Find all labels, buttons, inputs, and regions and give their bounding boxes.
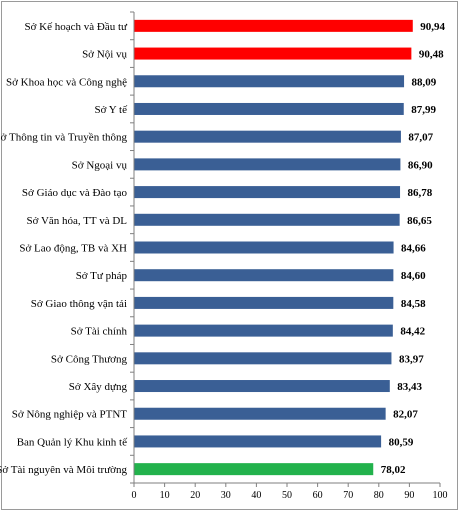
category-label: Sở Khoa học và Công nghệ	[6, 76, 127, 88]
bar	[134, 324, 393, 337]
category-label: Sở Kế hoạch và Đầu tư	[24, 21, 128, 33]
data-label: 83,97	[399, 353, 424, 365]
category-label: Sở Tư pháp	[76, 270, 128, 282]
data-label: 84,66	[401, 243, 426, 255]
data-label: 78,02	[381, 464, 406, 476]
bar	[134, 407, 386, 420]
bar	[134, 75, 405, 88]
bar	[134, 47, 412, 60]
bar	[134, 435, 382, 448]
category-label: Sở Nông nghiệp và PTNT	[12, 409, 127, 421]
bar	[134, 19, 413, 32]
category-label: Sở Văn hóa, TT và DL	[26, 215, 127, 227]
category-label: Ban Quản lý Khu kinh tế	[17, 436, 128, 448]
category-label: Sở Nội vụ	[82, 49, 127, 61]
bar	[134, 158, 401, 171]
bar	[134, 380, 390, 393]
category-label: Sở Giao thông vận tải	[31, 298, 127, 310]
data-label: 84,58	[401, 298, 426, 310]
x-tick-label: 50	[282, 490, 292, 501]
x-tick-label: 40	[251, 490, 261, 501]
bar	[134, 269, 394, 282]
x-tick-label: 70	[343, 490, 353, 501]
bar	[134, 186, 401, 199]
bar	[134, 130, 401, 143]
category-label: Sở Y tế	[94, 104, 128, 116]
x-tick-label: 60	[313, 490, 323, 501]
x-tick-label: 10	[160, 490, 170, 501]
bar	[134, 213, 400, 226]
category-label: Sở Thông tin và Truyền thông	[0, 132, 127, 144]
data-label: 90,48	[419, 49, 444, 61]
bar	[134, 463, 374, 476]
x-tick-label: 90	[404, 490, 414, 501]
category-label: Sở Xây dựng	[69, 381, 128, 393]
bar	[134, 352, 392, 365]
category-label: Sở Lao động, TB và XH	[19, 243, 127, 255]
data-label: 84,60	[401, 270, 426, 282]
bar	[134, 241, 394, 254]
x-tick-label: 80	[374, 490, 384, 501]
category-label: Sở Ngoại vụ	[72, 159, 128, 171]
category-label: Sở Giáo dục và Đào tạo	[22, 187, 128, 199]
data-label: 80,59	[389, 436, 414, 448]
x-tick-label: 0	[132, 490, 137, 501]
data-label: 87,99	[411, 104, 436, 116]
data-label: 88,09	[412, 76, 437, 88]
x-tick-label: 20	[190, 490, 200, 501]
data-label: 83,43	[397, 381, 422, 393]
data-label: 82,07	[393, 409, 418, 421]
data-label: 84,42	[400, 326, 425, 338]
bar	[134, 296, 394, 309]
data-label: 90,94	[420, 21, 445, 33]
category-label: Sở Tài chính	[71, 326, 128, 338]
data-label: 86,78	[408, 187, 433, 199]
data-label: 86,90	[408, 159, 433, 171]
data-label: 87,07	[408, 132, 433, 144]
x-tick-label: 30	[221, 490, 231, 501]
x-tick-label: 100	[433, 490, 448, 501]
category-label: Sở Tài nguyên và Môi trường	[0, 464, 127, 476]
bar	[134, 102, 404, 115]
data-label: 86,65	[407, 215, 432, 227]
category-label: Sở Công Thương	[51, 353, 128, 365]
